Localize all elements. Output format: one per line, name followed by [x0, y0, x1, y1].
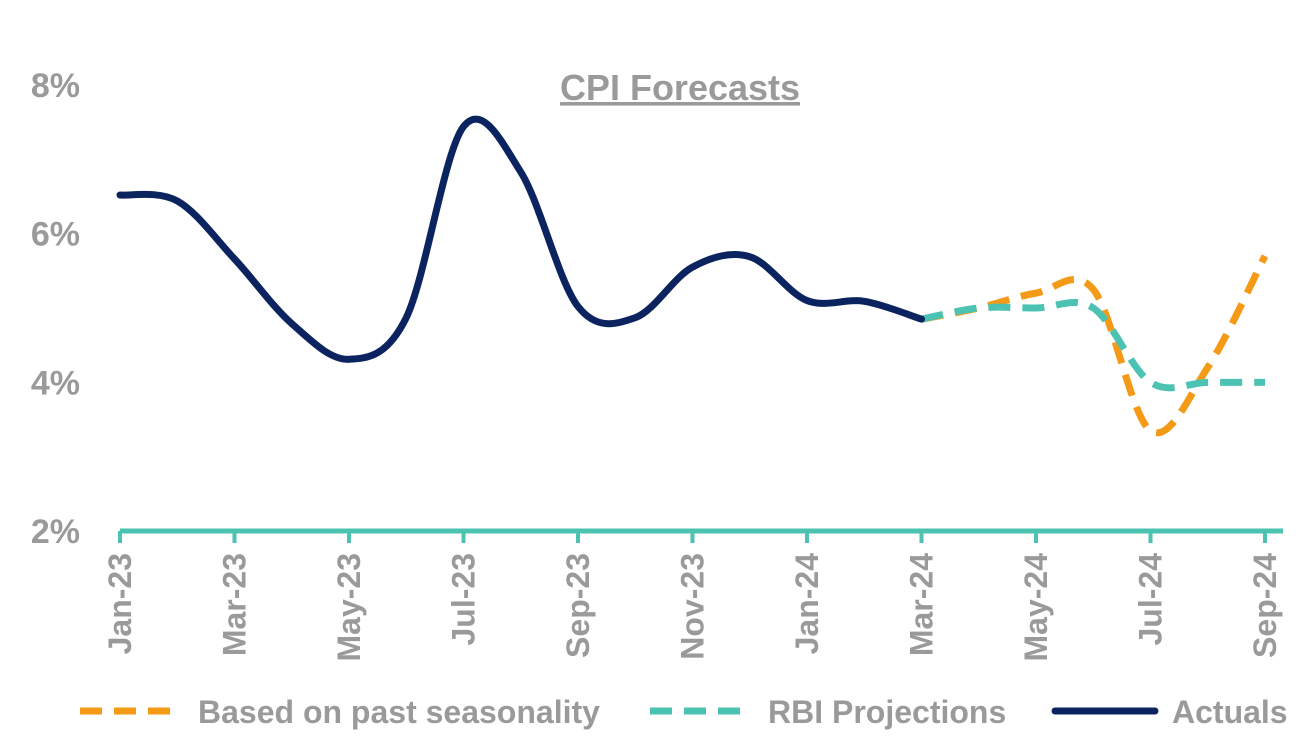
x-tick-label: Nov-23: [675, 553, 711, 660]
y-tick-label: 6%: [31, 216, 80, 254]
x-tick-label: Jul-23: [446, 553, 482, 645]
x-tick-label: Sep-23: [560, 553, 596, 658]
series-line-actuals: [116, 115, 925, 363]
legend-label-rbi-projections: RBI Projections: [768, 694, 1006, 730]
x-tick-label: Mar-24: [904, 553, 940, 656]
legend-label-based-on-past-seasonality: Based on past seasonality: [198, 694, 600, 730]
x-tick-label: May-23: [331, 553, 367, 662]
x-tick-label: Jan-23: [102, 553, 138, 654]
y-tick-label: 2%: [31, 513, 80, 551]
y-tick-label: 4%: [31, 364, 80, 402]
series-line-based-on-past-seasonality: [920, 254, 1269, 437]
y-axis-ticks: 2% 4% 6% 8%: [31, 67, 80, 551]
series-line-rbi-projections: [920, 299, 1265, 392]
x-tick-label: Mar-23: [217, 553, 253, 656]
chart-title: CPI Forecasts: [560, 67, 800, 108]
chart-series: [116, 115, 1269, 437]
x-tick-label: Sep-24: [1247, 553, 1283, 658]
chart-legend: Based on past seasonality RBI Projections…: [80, 694, 1288, 730]
legend-label-actuals: Actuals: [1172, 694, 1288, 730]
x-axis: Jan-23 Mar-23 May-23 Jul-23 Sep-23 Nov-23 Jan-…: [102, 528, 1283, 662]
x-tick-label: May-24: [1018, 553, 1054, 662]
y-tick-label: 8%: [31, 67, 80, 105]
x-tick-label: Jul-24: [1133, 553, 1169, 646]
x-tick-label: Jan-24: [789, 553, 825, 655]
